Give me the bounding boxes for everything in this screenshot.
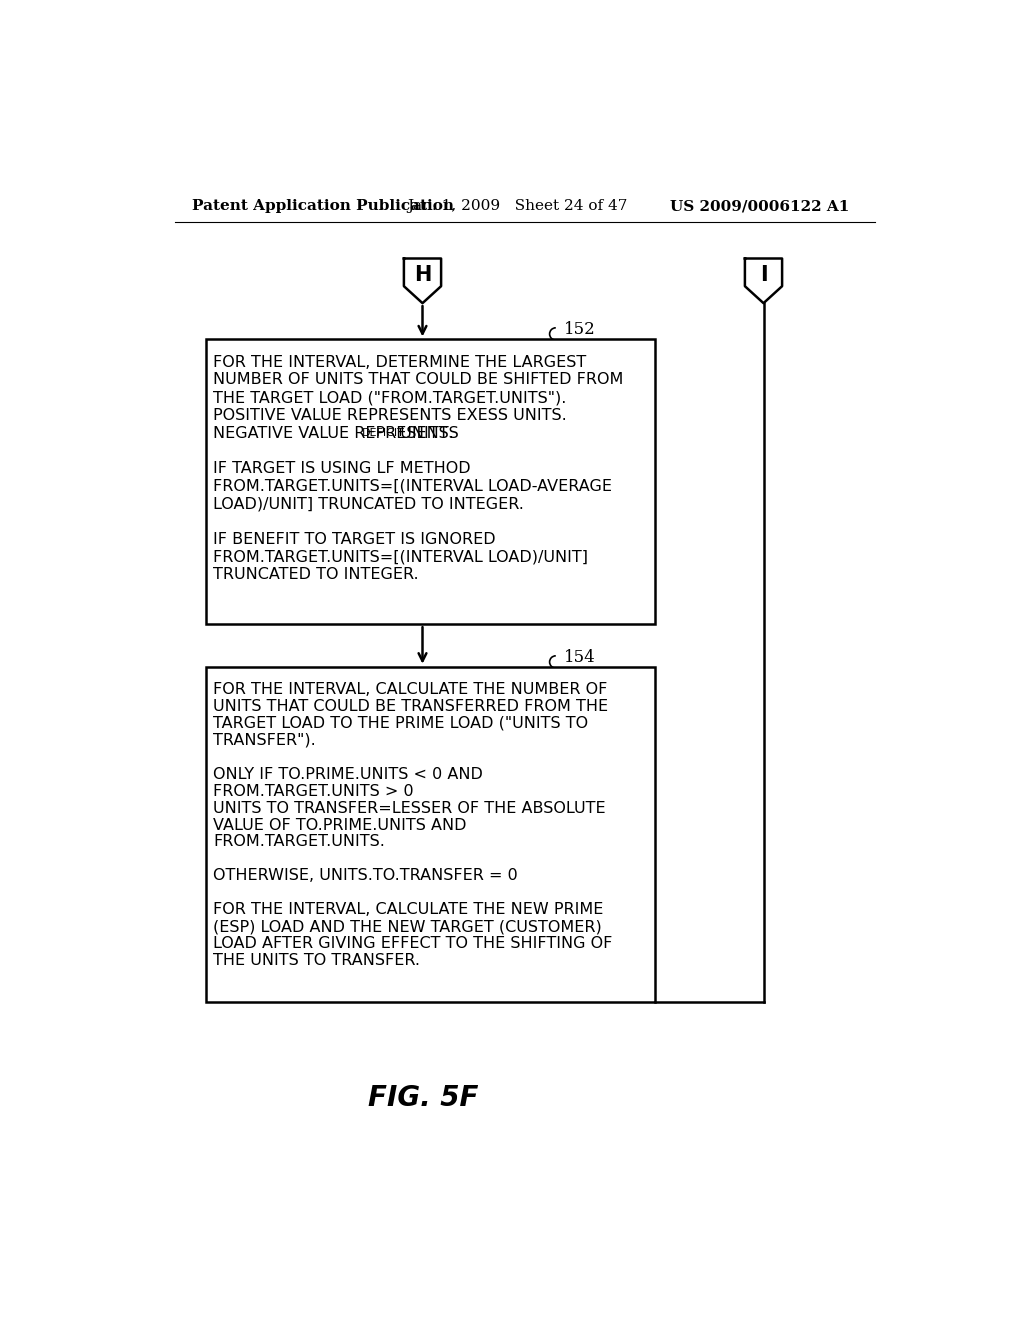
Text: DEFICIT: DEFICIT [361, 428, 404, 438]
Text: FOR THE INTERVAL, DETERMINE THE LARGEST: FOR THE INTERVAL, DETERMINE THE LARGEST [213, 355, 587, 370]
Text: FROM.TARGET.UNITS=[(INTERVAL LOAD-AVERAGE: FROM.TARGET.UNITS=[(INTERVAL LOAD-AVERAG… [213, 479, 612, 494]
Text: IF TARGET IS USING LF METHOD: IF TARGET IS USING LF METHOD [213, 461, 471, 477]
Text: I: I [760, 265, 767, 285]
Text: POSITIVE VALUE REPRESENTS EXESS UNITS.: POSITIVE VALUE REPRESENTS EXESS UNITS. [213, 408, 567, 422]
Text: FROM.TARGET.UNITS.: FROM.TARGET.UNITS. [213, 834, 385, 850]
Text: UNITS TO TRANSFER=LESSER OF THE ABSOLUTE: UNITS TO TRANSFER=LESSER OF THE ABSOLUTE [213, 800, 606, 816]
Text: FOR THE INTERVAL, CALCULATE THE NEW PRIME: FOR THE INTERVAL, CALCULATE THE NEW PRIM… [213, 903, 603, 917]
Text: H: H [414, 265, 431, 285]
Text: TRUNCATED TO INTEGER.: TRUNCATED TO INTEGER. [213, 568, 419, 582]
Polygon shape [744, 259, 782, 304]
Text: THE UNITS TO TRANSFER.: THE UNITS TO TRANSFER. [213, 953, 420, 968]
Polygon shape [403, 259, 441, 304]
Text: NUMBER OF UNITS THAT COULD BE SHIFTED FROM: NUMBER OF UNITS THAT COULD BE SHIFTED FR… [213, 372, 624, 388]
Text: TRANSFER").: TRANSFER"). [213, 733, 316, 748]
Bar [206, 667, 655, 1002]
Text: FIG. 5F: FIG. 5F [369, 1084, 479, 1111]
Text: THE TARGET LOAD ("FROM.TARGET.UNITS").: THE TARGET LOAD ("FROM.TARGET.UNITS"). [213, 391, 566, 405]
Bar [206, 339, 655, 624]
Text: US 2009/0006122 A1: US 2009/0006122 A1 [671, 199, 850, 213]
Text: TARGET LOAD TO THE PRIME LOAD ("UNITS TO: TARGET LOAD TO THE PRIME LOAD ("UNITS TO [213, 715, 589, 731]
Text: Patent Application Publication: Patent Application Publication [191, 199, 454, 213]
Text: LOAD AFTER GIVING EFFECT TO THE SHIFTING OF: LOAD AFTER GIVING EFFECT TO THE SHIFTING… [213, 936, 612, 952]
Text: VALUE OF TO.PRIME.UNITS AND: VALUE OF TO.PRIME.UNITS AND [213, 817, 467, 833]
Text: FROM.TARGET.UNITS=[(INTERVAL LOAD)/UNIT]: FROM.TARGET.UNITS=[(INTERVAL LOAD)/UNIT] [213, 549, 588, 565]
Text: Jan. 1, 2009   Sheet 24 of 47: Jan. 1, 2009 Sheet 24 of 47 [407, 199, 628, 213]
Text: FROM.TARGET.UNITS > 0: FROM.TARGET.UNITS > 0 [213, 784, 414, 799]
Text: NEGATIVE VALUE REPRESENTS: NEGATIVE VALUE REPRESENTS [213, 425, 469, 441]
Text: (ESP) LOAD AND THE NEW TARGET (CUSTOMER): (ESP) LOAD AND THE NEW TARGET (CUSTOMER) [213, 919, 602, 935]
Text: UNITS.: UNITS. [390, 425, 454, 441]
Text: ONLY IF TO.PRIME.UNITS < 0 AND: ONLY IF TO.PRIME.UNITS < 0 AND [213, 767, 483, 781]
Text: FOR THE INTERVAL, CALCULATE THE NUMBER OF: FOR THE INTERVAL, CALCULATE THE NUMBER O… [213, 682, 607, 697]
Text: UNITS THAT COULD BE TRANSFERRED FROM THE: UNITS THAT COULD BE TRANSFERRED FROM THE [213, 700, 608, 714]
Text: OTHERWISE, UNITS.TO.TRANSFER = 0: OTHERWISE, UNITS.TO.TRANSFER = 0 [213, 869, 518, 883]
Text: LOAD)/UNIT] TRUNCATED TO INTEGER.: LOAD)/UNIT] TRUNCATED TO INTEGER. [213, 496, 524, 511]
Text: 152: 152 [563, 321, 595, 338]
Text: IF BENEFIT TO TARGET IS IGNORED: IF BENEFIT TO TARGET IS IGNORED [213, 532, 496, 546]
Text: 154: 154 [563, 649, 595, 665]
